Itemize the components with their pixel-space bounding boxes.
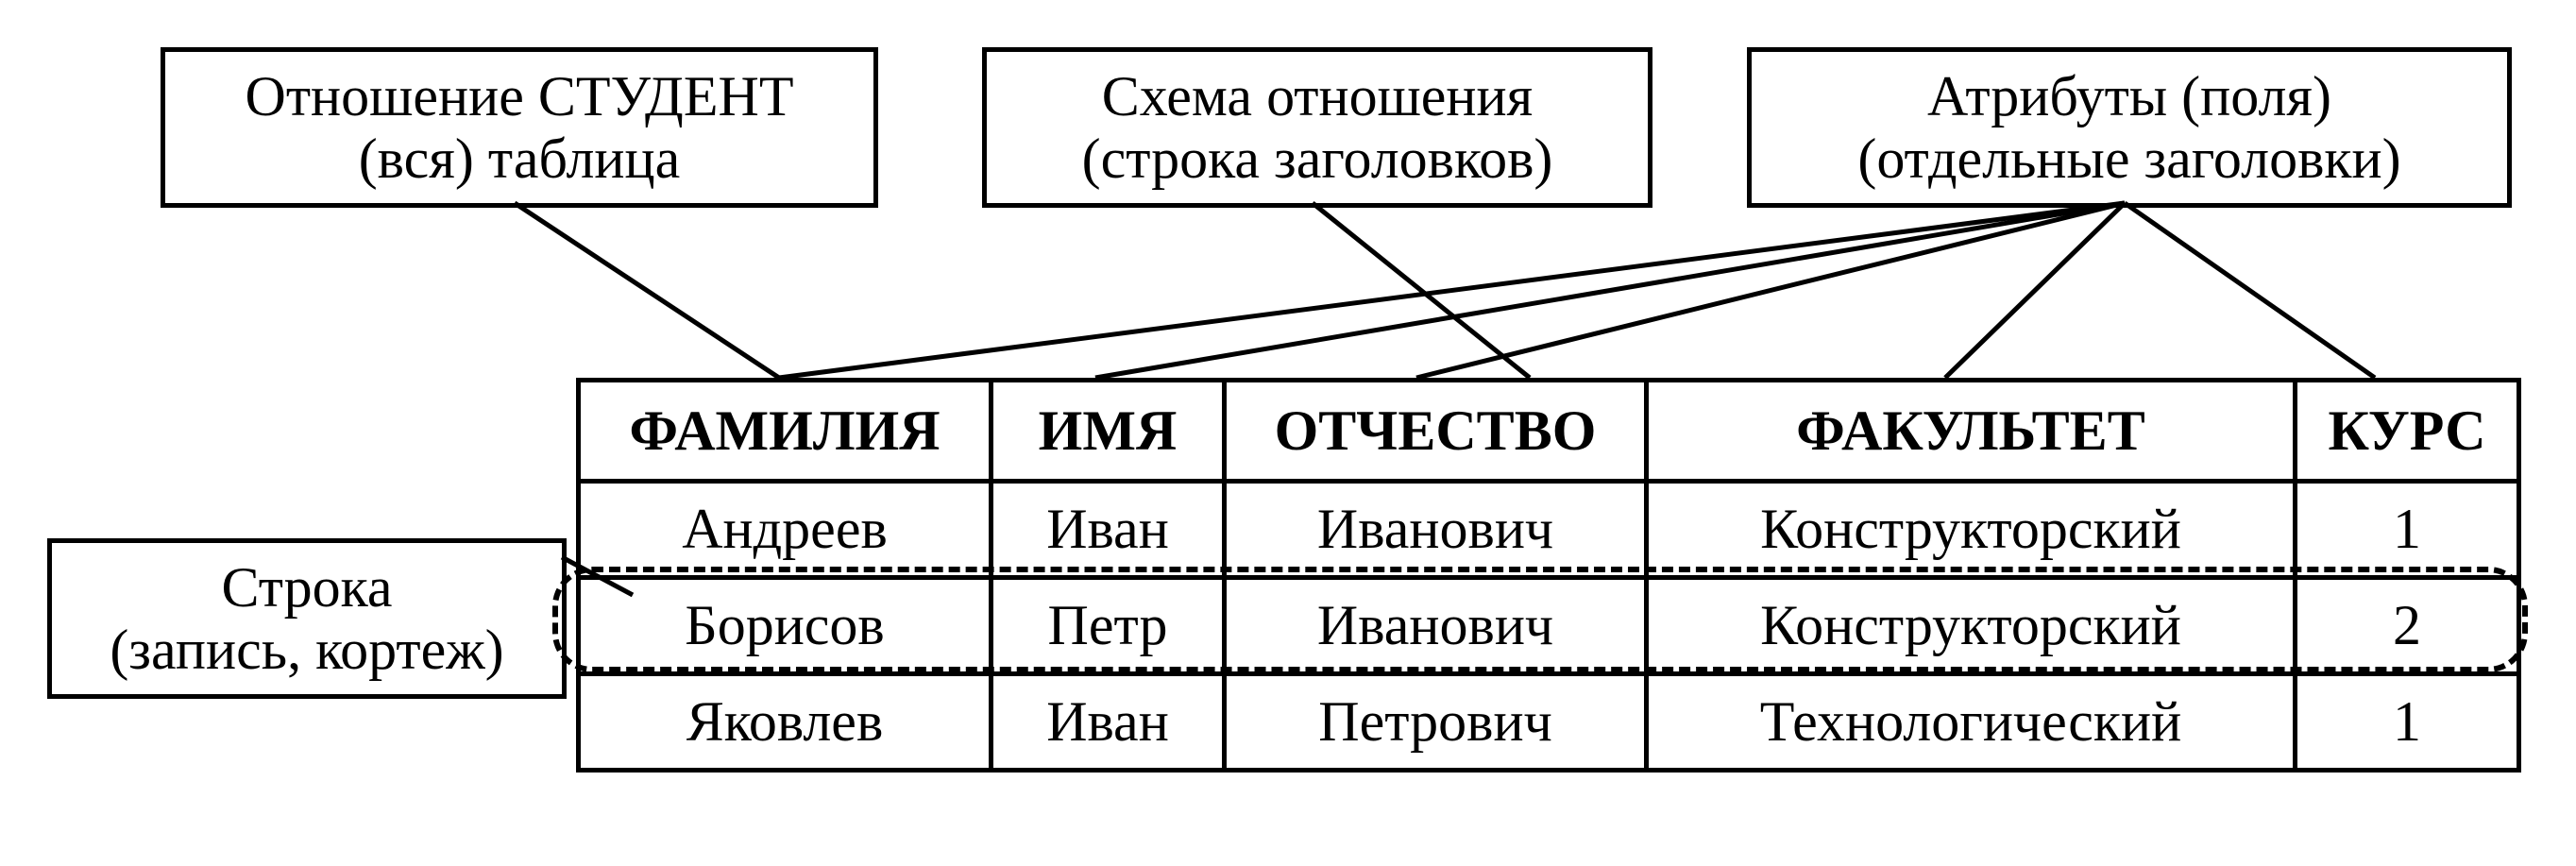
connector-line — [1095, 203, 2125, 378]
table-cell: Яковлев — [579, 674, 991, 771]
connector-line — [1416, 203, 2125, 378]
label-attributes: Атрибуты (поля) (отдельные заголовки) — [1747, 47, 2512, 208]
table-row: ЯковлевИванПетровичТехнологический1 — [579, 674, 2519, 771]
table-cell: Петрович — [1225, 674, 1647, 771]
connector-line — [1313, 203, 1530, 378]
connector-line — [779, 203, 2125, 378]
table-header-row: ФАМИЛИЯИМЯОТЧЕСТВОФАКУЛЬТЕТКУРС — [579, 381, 2519, 482]
table-cell: Иван — [991, 674, 1225, 771]
label-schema: Схема отношения (строка заголовков) — [982, 47, 1652, 208]
table-header-cell: КУРС — [2296, 381, 2519, 482]
connector-line — [515, 203, 779, 378]
table-cell: 1 — [2296, 482, 2519, 578]
label-attributes-line2: (отдельные заголовки) — [1857, 127, 2400, 190]
table-cell: Иван — [991, 482, 1225, 578]
table-cell: Конструкторский — [1647, 482, 2296, 578]
table-cell: 1 — [2296, 674, 2519, 771]
label-schema-line1: Схема отношения — [1102, 65, 1534, 127]
table-cell: Андреев — [579, 482, 991, 578]
connector-line — [1945, 203, 2125, 378]
label-relation-line1: Отношение СТУДЕНТ — [246, 65, 794, 127]
label-row: Строка (запись, кортеж) — [47, 538, 567, 699]
label-attributes-line1: Атрибуты (поля) — [1927, 65, 2331, 127]
connector-line — [2125, 203, 2375, 378]
table-row: АндреевИванИвановичКонструкторский1 — [579, 482, 2519, 578]
table-cell: Технологический — [1647, 674, 2296, 771]
diagram-root: Отношение СТУДЕНТ (вся) таблица Схема от… — [38, 38, 2538, 828]
table-header-cell: ФАКУЛЬТЕТ — [1647, 381, 2296, 482]
row-highlight-dashed — [552, 567, 2528, 672]
table-header-cell: ОТЧЕСТВО — [1225, 381, 1647, 482]
table-header-cell: ФАМИЛИЯ — [579, 381, 991, 482]
label-relation-line2: (вся) таблица — [359, 127, 681, 190]
label-schema-line2: (строка заголовков) — [1082, 127, 1553, 190]
table-cell: Иванович — [1225, 482, 1647, 578]
table-header-cell: ИМЯ — [991, 381, 1225, 482]
label-row-line2: (запись, кортеж) — [110, 619, 503, 681]
label-row-line1: Строка — [221, 556, 392, 619]
label-relation: Отношение СТУДЕНТ (вся) таблица — [161, 47, 878, 208]
